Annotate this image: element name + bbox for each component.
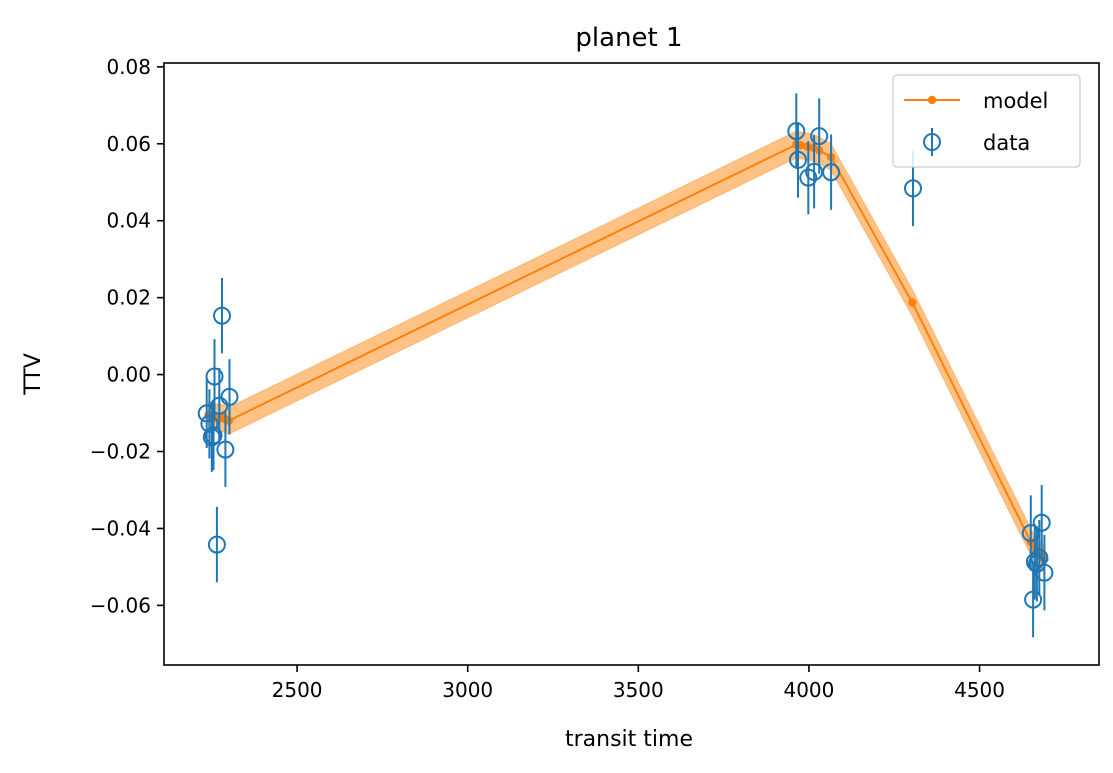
model-uncertainty-band — [207, 130, 1045, 574]
x-tick-label: 2500 — [272, 678, 323, 702]
data-marker — [805, 162, 824, 181]
data-marker — [205, 367, 224, 386]
data-marker — [204, 426, 223, 445]
x-tick-label: 3500 — [613, 678, 664, 702]
data-marker — [1035, 563, 1054, 582]
x-tick-label: 4500 — [954, 678, 1005, 702]
data-point — [1032, 485, 1051, 561]
plot-frame — [163, 62, 1100, 666]
y-tick-label: 0.04 — [106, 209, 151, 233]
data-point — [787, 93, 806, 169]
y-tick-label: 0.08 — [106, 55, 151, 79]
y-tick-label: −0.04 — [90, 516, 151, 540]
data-marker — [810, 127, 829, 146]
legend-data-marker — [923, 133, 941, 151]
data-point — [805, 135, 824, 209]
y-tick-label: −0.02 — [90, 440, 151, 464]
data-point — [200, 389, 219, 459]
data-point — [822, 134, 841, 210]
data-marker — [822, 163, 841, 182]
model-line — [207, 143, 1045, 561]
data-point — [220, 359, 239, 435]
data-marker — [799, 168, 818, 187]
data-marker — [210, 396, 229, 415]
data-point — [1035, 535, 1054, 611]
data-marker — [216, 440, 235, 459]
data-marker — [787, 122, 806, 141]
plot-area — [197, 93, 1054, 638]
y-axis-label: TTV — [21, 353, 46, 396]
data-point — [216, 412, 235, 487]
data-point — [213, 278, 231, 354]
legend-data-label: data — [983, 131, 1030, 155]
data-marker — [220, 387, 239, 406]
data-marker — [1025, 552, 1044, 571]
y-tick-label: 0.00 — [106, 363, 151, 387]
y-tick-label: 0.02 — [106, 286, 151, 310]
legend-model-marker — [927, 95, 937, 105]
y-axis: −0.06 −0.04 −0.02 0.00 0.02 0.04 0.06 0.08 — [90, 55, 164, 617]
chart-title: planet 1 — [575, 23, 682, 53]
data-point — [210, 368, 229, 444]
data-point — [1024, 561, 1043, 638]
data-marker — [213, 306, 231, 325]
y-tick-label: 0.06 — [106, 132, 151, 156]
data-point — [207, 506, 226, 583]
data-marker — [1024, 590, 1043, 609]
data-marker — [1032, 513, 1051, 532]
x-axis: 2500 3000 3500 4000 4500 — [272, 665, 1005, 702]
x-axis-label: transit time — [565, 727, 693, 752]
data-point — [789, 122, 807, 198]
data-marker — [207, 535, 226, 554]
legend: model data — [892, 74, 1081, 168]
data-marker — [200, 414, 219, 433]
data-point — [810, 98, 829, 174]
x-tick-label: 4000 — [783, 678, 834, 702]
data-point — [205, 339, 224, 414]
y-tick-label: −0.06 — [90, 593, 151, 617]
model-point — [908, 298, 917, 307]
legend-model-label: model — [983, 89, 1048, 113]
data-point — [1025, 524, 1044, 600]
data-marker — [789, 150, 807, 169]
x-tick-label: 3000 — [442, 678, 493, 702]
data-marker — [904, 179, 922, 198]
